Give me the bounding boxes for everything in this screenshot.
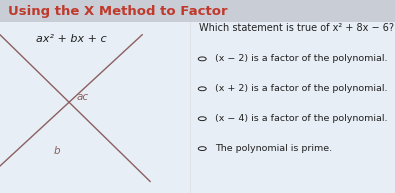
Text: (x + 2) is a factor of the polynomial.: (x + 2) is a factor of the polynomial. <box>215 84 388 93</box>
FancyBboxPatch shape <box>0 0 395 22</box>
Text: (x − 4) is a factor of the polynomial.: (x − 4) is a factor of the polynomial. <box>215 114 388 123</box>
Text: The polynomial is prime.: The polynomial is prime. <box>215 144 333 153</box>
Text: (x − 2) is a factor of the polynomial.: (x − 2) is a factor of the polynomial. <box>215 54 388 63</box>
Text: Which statement is true of x² + 8x − 6?: Which statement is true of x² + 8x − 6? <box>199 23 395 33</box>
Text: ac: ac <box>77 92 89 102</box>
Text: Using the X Method to Factor: Using the X Method to Factor <box>8 5 228 18</box>
Text: b: b <box>53 146 60 156</box>
Text: ax² + bx + c: ax² + bx + c <box>36 34 106 44</box>
